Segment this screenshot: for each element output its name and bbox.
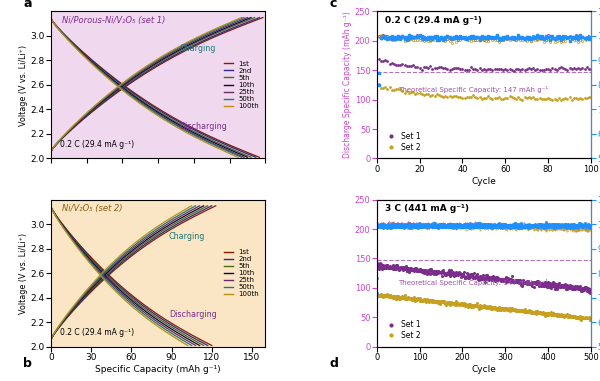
Y-axis label: Voltage (V vs. Li/Li⁺): Voltage (V vs. Li/Li⁺) xyxy=(19,45,28,125)
Text: c: c xyxy=(329,0,337,10)
Text: d: d xyxy=(329,357,338,370)
X-axis label: Specific Capacity (mAh g⁻¹): Specific Capacity (mAh g⁻¹) xyxy=(95,365,221,374)
Text: 0.2 C (29.4 mA g⁻¹): 0.2 C (29.4 mA g⁻¹) xyxy=(59,140,134,149)
Text: Charging: Charging xyxy=(179,44,216,53)
Text: 0.2 C (29.4 mA g⁻¹): 0.2 C (29.4 mA g⁻¹) xyxy=(385,16,482,25)
Legend: 1st, 2nd, 5th, 10th, 25th, 50th, 100th: 1st, 2nd, 5th, 10th, 25th, 50th, 100th xyxy=(221,58,262,112)
X-axis label: Cycle: Cycle xyxy=(472,176,496,186)
Text: Theoretical Specific Capacity: 147 mAh g⁻¹: Theoretical Specific Capacity: 147 mAh g… xyxy=(398,86,548,93)
Text: Ni/Porous-Ni/V₂O₅ (set 1): Ni/Porous-Ni/V₂O₅ (set 1) xyxy=(62,16,165,25)
Text: Charging: Charging xyxy=(169,232,205,241)
Y-axis label: Discharge Specific Capacity (mAh g⁻¹): Discharge Specific Capacity (mAh g⁻¹) xyxy=(343,11,352,158)
Legend: 1st, 2nd, 5th, 10th, 25th, 50th, 100th: 1st, 2nd, 5th, 10th, 25th, 50th, 100th xyxy=(221,246,262,300)
Text: Ni/V₂O₅ (set 2): Ni/V₂O₅ (set 2) xyxy=(62,204,122,213)
Y-axis label: Voltage (V vs. Li/Li⁺): Voltage (V vs. Li/Li⁺) xyxy=(19,233,28,314)
Text: Discharging: Discharging xyxy=(179,122,227,131)
Text: b: b xyxy=(23,357,32,370)
X-axis label: Cycle: Cycle xyxy=(472,365,496,374)
Text: 0.2 C (29.4 mA g⁻¹): 0.2 C (29.4 mA g⁻¹) xyxy=(59,328,134,337)
Text: a: a xyxy=(23,0,32,10)
Legend: Set 1, Set 2: Set 1, Set 2 xyxy=(380,129,424,155)
Text: 3 C (441 mA g⁻¹): 3 C (441 mA g⁻¹) xyxy=(385,204,469,213)
Text: Discharging: Discharging xyxy=(169,310,217,319)
Legend: Set 1, Set 2: Set 1, Set 2 xyxy=(380,317,424,343)
Text: Theoretical Specific Capacity: 147 mAh g⁻¹: Theoretical Specific Capacity: 147 mAh g… xyxy=(398,279,548,286)
